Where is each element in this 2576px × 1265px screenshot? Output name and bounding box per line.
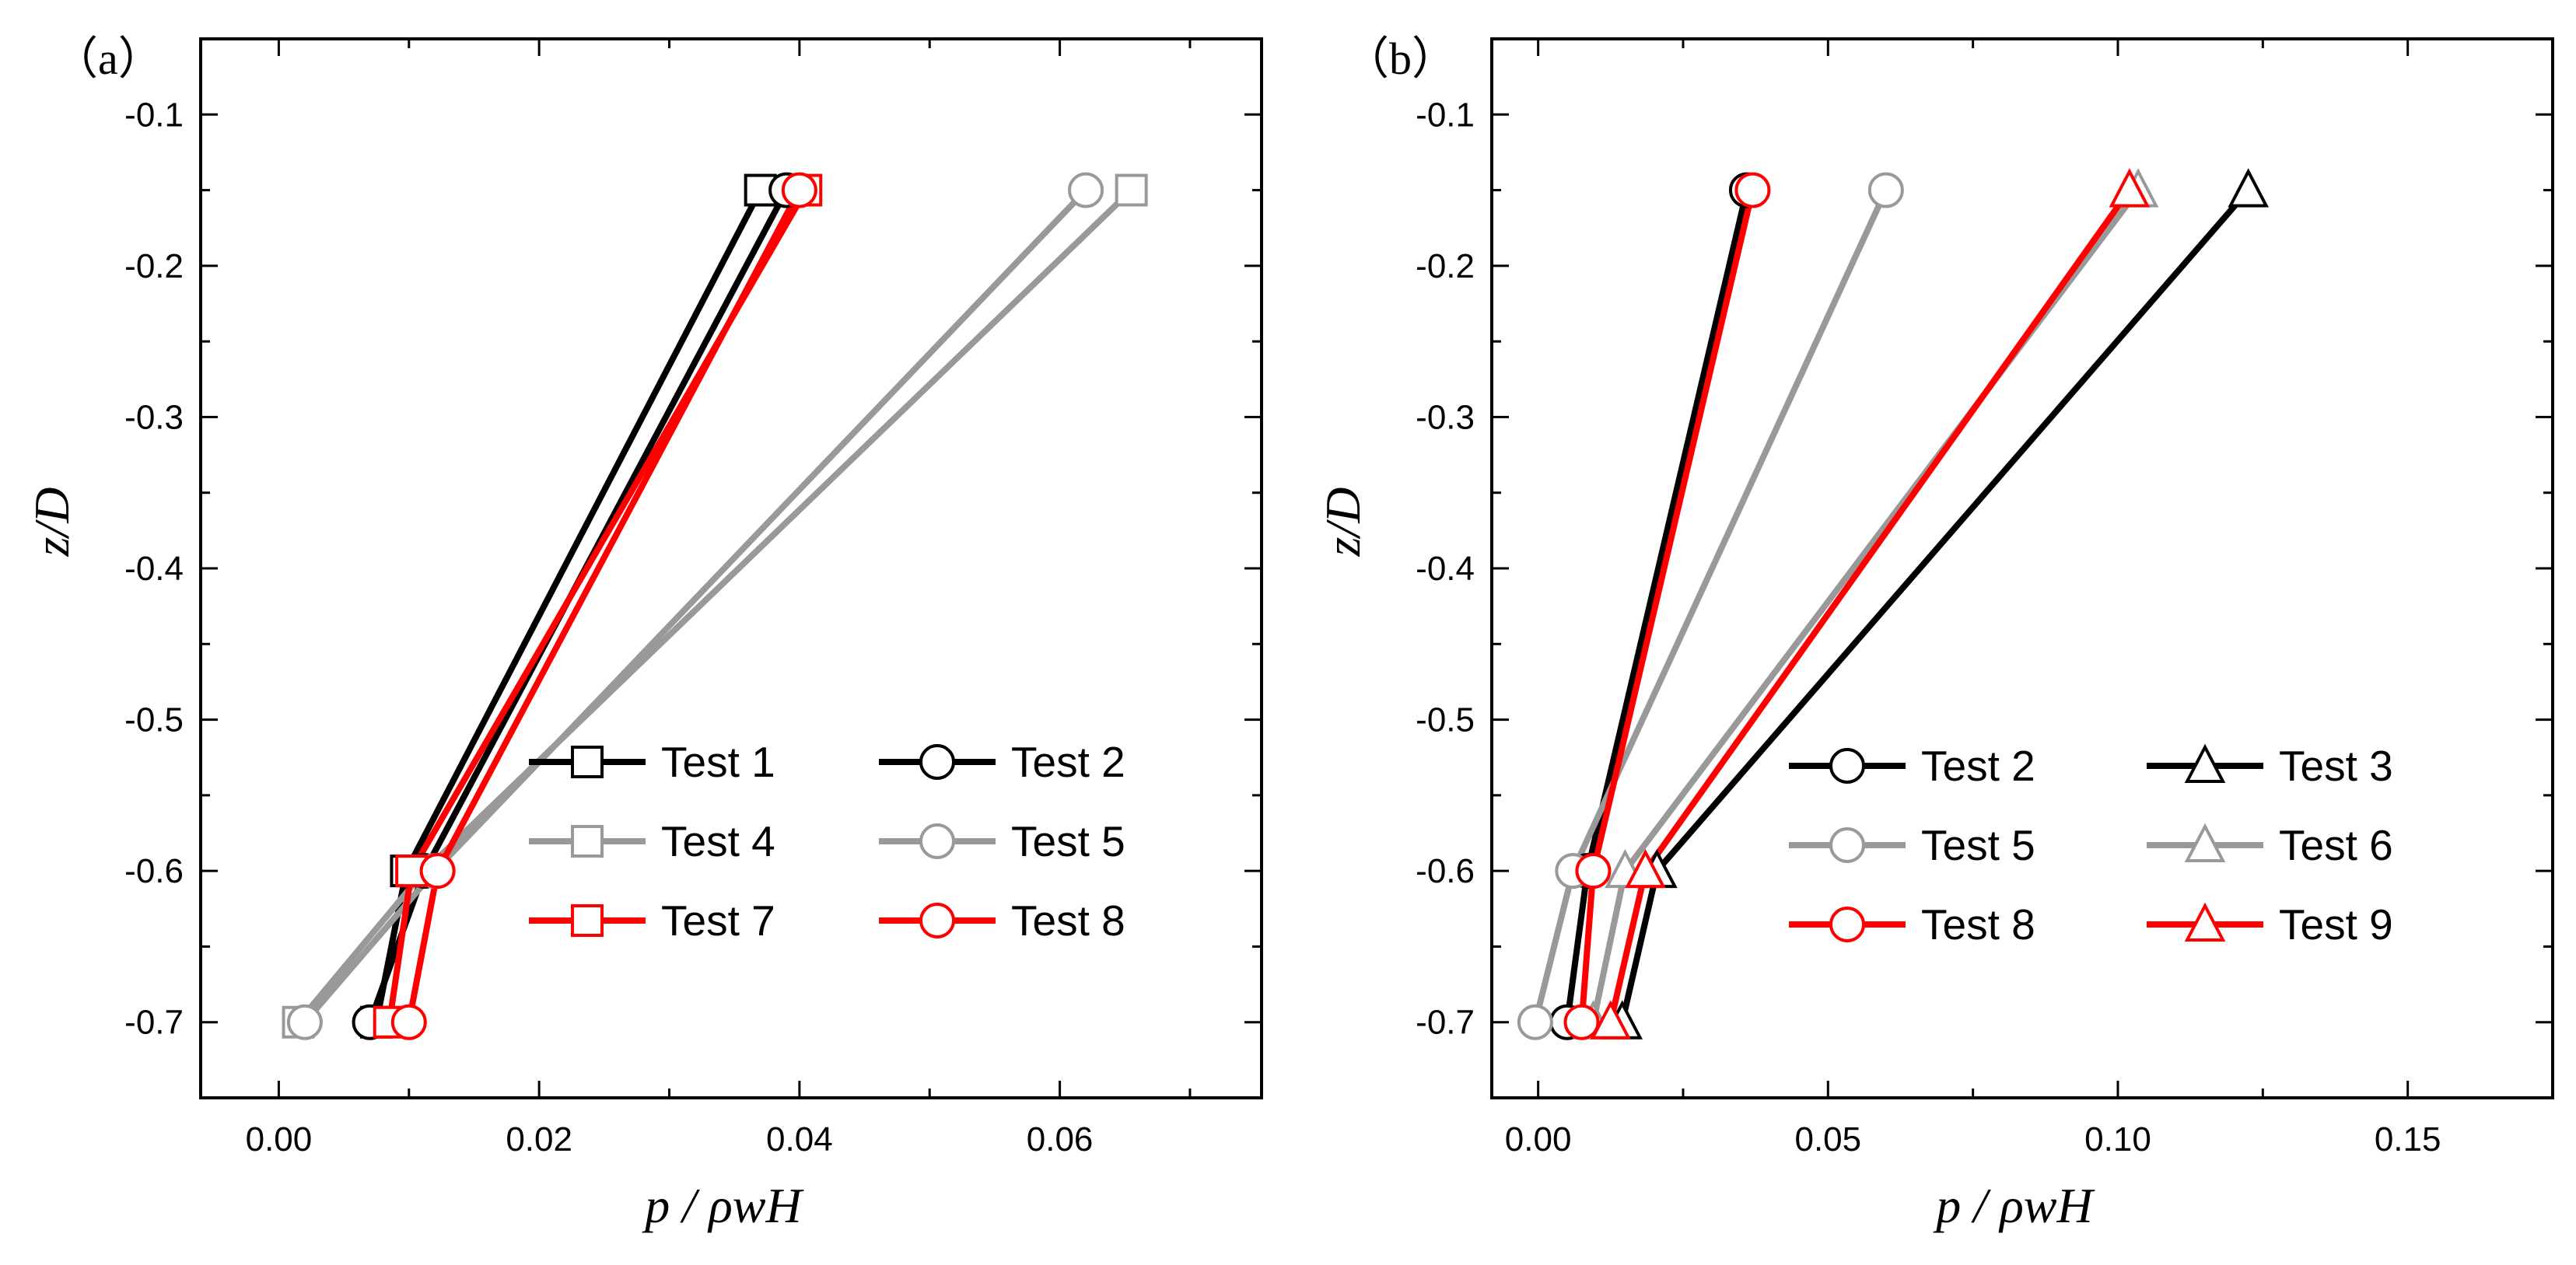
data-point-test-5 <box>286 1004 323 1040</box>
data-point-test-5 <box>1517 1004 1553 1040</box>
data-point-test-8 <box>781 172 817 208</box>
x-tick-label: 0.00 <box>246 1120 313 1158</box>
data-point-test-9 <box>2109 168 2151 208</box>
y-tick-label: -0.5 <box>1416 701 1475 739</box>
legend-marker-test-6 <box>2184 823 2226 862</box>
y-tick-label: -0.4 <box>1416 550 1475 588</box>
legend: Test 2 Test 3 Test 5 Test 6 Test 8 Test 9 <box>1789 742 2393 949</box>
legend-marker-test-7 <box>571 904 604 937</box>
legend-label-test-2: Test 2 <box>1921 742 2035 790</box>
data-point-test-8 <box>1563 1004 1600 1040</box>
legend-marker-test-5 <box>1829 827 1865 863</box>
x-axis-title: p / ρwH <box>1933 1178 2095 1233</box>
legend-label-test-4: Test 4 <box>661 817 775 865</box>
legend-marker-test-8 <box>1829 907 1865 942</box>
legend-marker-test-5 <box>919 823 955 859</box>
panel-label: （a） <box>53 33 163 84</box>
legend-label-test-1: Test 1 <box>661 738 775 786</box>
data-point-test-5 <box>1068 172 1104 208</box>
legend-marker-test-1 <box>571 746 604 778</box>
data-point-test-8 <box>419 853 456 889</box>
y-tick-label: -0.2 <box>124 247 184 285</box>
legend-marker-test-9 <box>2184 902 2226 942</box>
y-axis-title: z/D <box>24 487 79 557</box>
y-tick-label: -0.3 <box>1416 398 1475 436</box>
data-point-test-8 <box>1734 172 1771 208</box>
y-tick-label: -0.7 <box>1416 1004 1475 1042</box>
series-line-test-9 <box>1607 188 2133 1023</box>
y-axis-title: z/D <box>1315 487 1370 557</box>
legend-label-test-9: Test 9 <box>2279 900 2393 949</box>
x-tick-label: 0.06 <box>1027 1120 1094 1158</box>
legend-label-test-8: Test 8 <box>1921 900 2035 949</box>
panel-b: 0.00 0.05 0.10 0.15 -0.1 -0.2 -0.3 -0.4 -0.5 -0.6… <box>1315 33 2554 1233</box>
x-tick-label: 0.00 <box>1505 1120 1572 1158</box>
y-tick-label: -0.1 <box>1416 96 1475 134</box>
data-point-test-8 <box>1575 853 1612 889</box>
data-point-test-9 <box>1590 1000 1632 1040</box>
legend-marker-test-2 <box>919 744 955 780</box>
data-point-test-3 <box>2228 168 2269 208</box>
legend-label-test-7: Test 7 <box>661 896 775 945</box>
legend-marker-test-4 <box>571 825 604 858</box>
legend-label-test-3: Test 3 <box>2279 742 2393 790</box>
legend: Test 1 Test 2 Test 4 Test 5 Test 7 Test 8 <box>529 738 1125 945</box>
data-point-test-8 <box>390 1004 427 1040</box>
y-tick-label: -0.5 <box>124 701 184 739</box>
series-line-test-6 <box>1590 188 2141 1023</box>
panel-label: （b） <box>1344 33 1457 84</box>
y-tick-label: -0.6 <box>1416 852 1475 890</box>
x-tick-label: 0.10 <box>2084 1120 2151 1158</box>
legend-label-test-2: Test 2 <box>1011 738 1125 786</box>
y-tick-label: -0.7 <box>124 1004 184 1042</box>
y-tick-label: -0.6 <box>124 852 184 890</box>
y-tick-label: -0.3 <box>124 398 184 436</box>
x-tick-label: 0.04 <box>766 1120 833 1158</box>
data-point-test-9 <box>1625 848 1666 889</box>
legend-label-test-6: Test 6 <box>2279 821 2393 869</box>
legend-marker-test-8 <box>919 903 955 938</box>
x-tick-label: 0.02 <box>506 1120 572 1158</box>
data-point-test-5 <box>1867 172 1904 208</box>
series-line-test-8 <box>1578 189 1756 1023</box>
x-tick-label: 0.05 <box>1794 1120 1861 1158</box>
data-point-test-4 <box>1115 173 1148 207</box>
y-tick-label: -0.4 <box>124 550 184 588</box>
legend-label-test-8: Test 8 <box>1011 896 1125 945</box>
legend-label-test-5: Test 5 <box>1921 821 2035 869</box>
legend-marker-test-3 <box>2184 743 2226 783</box>
legend-marker-test-2 <box>1829 748 1865 784</box>
y-tick-label: -0.1 <box>124 96 184 134</box>
y-tick-label: -0.2 <box>1416 247 1475 285</box>
legend-label-test-5: Test 5 <box>1011 817 1125 865</box>
x-axis-title: p / ρwH <box>642 1178 804 1233</box>
panel-a: 0.00 0.02 0.04 0.06 -0.1 -0.2 -0.3 -0.4 -0.5 -0.6… <box>24 33 1263 1233</box>
x-tick-label: 0.15 <box>2375 1120 2441 1158</box>
